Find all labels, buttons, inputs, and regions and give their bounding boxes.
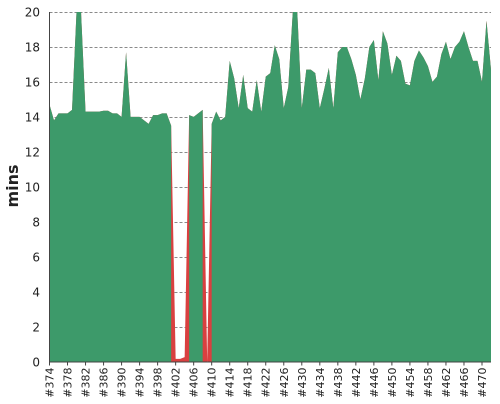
x-tick-label: #458 — [422, 368, 435, 398]
x-tick-label: #426 — [278, 368, 291, 398]
x-tick-label: #378 — [62, 368, 75, 398]
x-tick-label: #462 — [440, 368, 453, 398]
x-tick-label: #374 — [44, 368, 57, 398]
x-tick-label: #390 — [116, 368, 129, 398]
x-tick-label: #438 — [332, 368, 345, 398]
x-tick-label: #454 — [404, 368, 417, 398]
y-tick-label: 2 — [32, 321, 40, 335]
y-axis-label: mins — [3, 164, 22, 207]
x-tick-label: #394 — [134, 368, 147, 398]
x-tick-label: #442 — [350, 368, 363, 398]
x-tick-label: #422 — [260, 368, 273, 398]
x-tick-label: #406 — [188, 368, 201, 398]
series-area-green — [49, 12, 491, 362]
x-tick-label: #402 — [170, 368, 183, 398]
area-layer — [49, 12, 491, 362]
y-tick-label: 0 — [32, 356, 40, 370]
y-tick-label: 16 — [25, 76, 40, 90]
x-tick-label: #382 — [80, 368, 93, 398]
x-tick-label: #410 — [206, 368, 219, 398]
axis-layer: 0 2 4 6 8 10 12 14 16 18 20 #374 #378 #382 #386 #390 #39… — [25, 6, 491, 398]
x-tick-label: #386 — [98, 368, 111, 398]
x-tick-label: #414 — [224, 368, 237, 398]
y-tick-label: 4 — [32, 286, 40, 300]
x-tick-label: #398 — [152, 368, 165, 398]
x-tick-label: #430 — [296, 368, 309, 398]
y-tick-label: 8 — [32, 216, 40, 230]
y-tick-label: 12 — [25, 146, 40, 160]
y-tick-label: 6 — [32, 251, 40, 265]
x-tick-label: #446 — [368, 368, 381, 398]
y-tick-label: 20 — [25, 6, 40, 20]
y-tick-label: 14 — [25, 111, 40, 125]
y-tick-label: 10 — [25, 181, 40, 195]
x-tick-label: #418 — [242, 368, 255, 398]
x-tick-label: #470 — [476, 368, 489, 398]
x-tick-label: #434 — [314, 368, 327, 398]
x-tick-label: #450 — [386, 368, 399, 398]
x-tick-label: #466 — [458, 368, 471, 398]
y-tick-label: 18 — [25, 41, 40, 55]
